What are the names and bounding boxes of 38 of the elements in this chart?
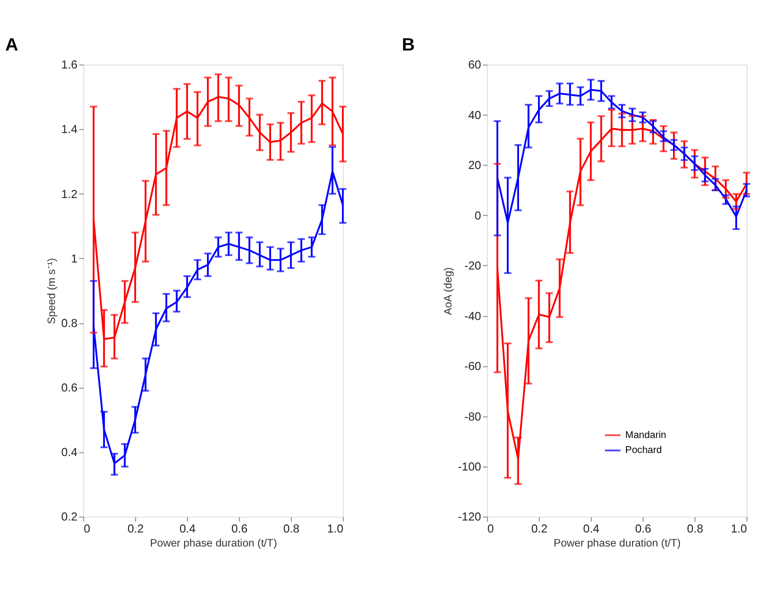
y-tick-label: 0.2 [61,510,78,524]
legend-label: Pochard [625,445,662,456]
y-tick-label: 1.2 [61,188,78,201]
x-tick-label: 0.4 [179,522,196,536]
x-tick-label: 0 [487,522,494,536]
legend-label: Mandarin [625,430,666,441]
x-axis-title: Power phase duration (t/T) [150,538,278,550]
x-tick-label: 0.2 [531,522,548,536]
y-tick-label: -80 [464,410,482,424]
y-tick-label: 60 [468,58,482,72]
x-axis-title: Power phase duration (t/T) [554,538,681,550]
y-tick-label: 0.6 [61,382,78,395]
y-tick-label: 1.4 [61,123,78,136]
chart-title: B [402,34,415,54]
x-tick-label: 0.2 [128,522,144,536]
x-tick-label: 0.6 [231,522,248,536]
y-tick-label: 0 [474,209,482,222]
y-tick-label: -40 [464,310,482,323]
y-tick-label: -100 [458,460,482,474]
x-tick-label: 1.0 [327,522,344,536]
y-axis-title: Speed (m s⁻¹) [46,258,58,324]
x-tick-label: 1.0 [730,522,748,536]
y-tick-label: 1 [70,252,78,266]
y-tick-label: 20 [468,159,482,172]
y-tick-label: -20 [464,260,482,273]
y-tick-label: 1.6 [61,58,78,72]
x-tick-label: 0.6 [635,522,652,536]
y-tick-label: 0.8 [61,316,78,330]
x-tick-label: 0 [84,522,91,536]
y-tick-label: 40 [468,108,482,122]
x-tick-label: 0.4 [583,522,600,536]
y-tick-label: -60 [464,360,482,374]
x-tick-label: 0.8 [283,522,300,536]
chart-title: A [5,34,18,54]
y-tick-label: -120 [458,510,482,524]
y-tick-label: 0.4 [61,446,78,460]
x-tick-label: 0.8 [687,522,704,536]
y-axis-title: AoA (deg) [442,267,455,315]
